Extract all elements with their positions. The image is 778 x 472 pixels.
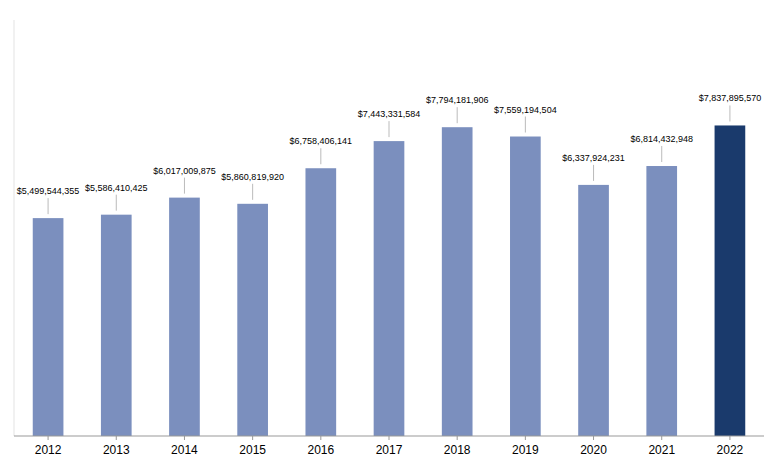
x-tick-label: 2021 [648,443,675,457]
y-axis-line [14,20,15,436]
x-tick-label: 2016 [307,443,334,457]
data-label: $7,794,181,906 [426,95,489,105]
x-tick [457,436,458,440]
bar [169,198,200,436]
x-axis: 2012 2013 2014 2015 2016 2017 2018 2019 2020 2021… [14,436,764,457]
bar [374,141,405,436]
stem [184,178,185,194]
x-tick-label: 2013 [103,443,130,457]
bar [646,166,677,436]
data-label: $7,837,895,570 [699,93,762,103]
data-label: $6,337,924,231 [562,153,625,163]
stem [593,165,594,181]
chart: $5,499,544,355 $5,586,410,425 $6,017,009,8… [0,0,778,472]
x-tick-label: 2022 [717,443,744,457]
stem [252,184,253,200]
data-label: $6,017,009,875 [153,166,216,176]
bar [715,125,746,436]
data-label: $5,586,410,425 [85,183,148,193]
x-tick [389,436,390,440]
stem [389,121,390,137]
x-tick [593,436,594,440]
data-label: $7,443,331,584 [358,109,421,119]
x-tick [729,436,730,440]
stem [457,107,458,123]
stem [116,195,117,211]
x-tick-label: 2019 [512,443,539,457]
stem [661,146,662,162]
x-tick [184,436,185,440]
data-label: $6,758,406,141 [290,136,353,146]
data-labels: $5,499,544,355 $5,586,410,425 $6,017,009,8… [17,93,761,214]
bar [237,204,268,436]
x-tick-label: 2014 [171,443,198,457]
data-label: $6,814,432,948 [630,134,693,144]
stem [729,105,730,121]
x-tick [48,436,49,440]
x-tick [320,436,321,440]
stem [320,148,321,164]
x-tick-label: 2018 [444,443,471,457]
stem [525,117,526,133]
bar [578,185,609,436]
bars [33,125,746,436]
bar [510,137,541,436]
data-label: $5,860,819,920 [221,172,284,182]
x-tick [525,436,526,440]
bar [305,168,336,436]
data-label: $5,499,544,355 [17,186,80,196]
x-tick [661,436,662,440]
x-tick-label: 2017 [376,443,403,457]
x-tick-label: 2020 [580,443,607,457]
bar [442,127,473,436]
x-tick [252,436,253,440]
data-label: $7,559,194,504 [494,105,557,115]
x-tick-label: 2015 [239,443,266,457]
stem [48,198,49,214]
x-tick [116,436,117,440]
bar [101,215,132,436]
bar [33,218,64,436]
x-tick-label: 2012 [35,443,62,457]
